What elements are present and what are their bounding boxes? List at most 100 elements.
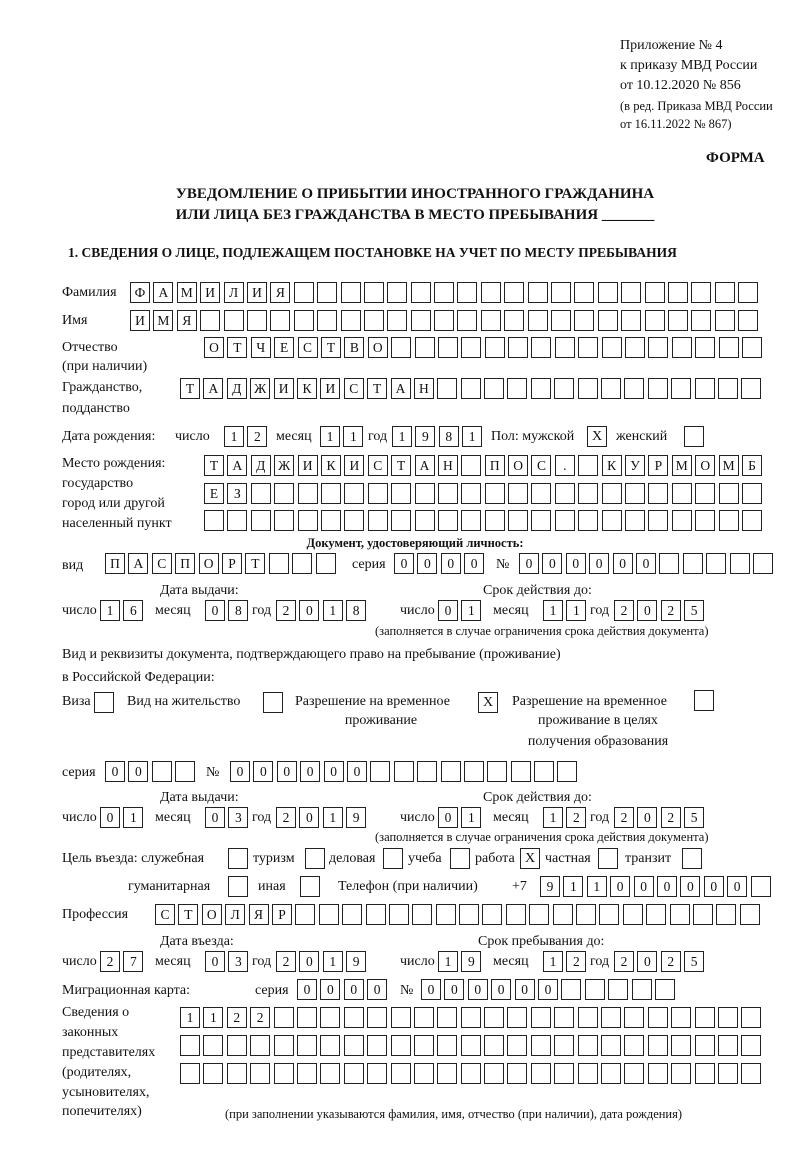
char-cell[interactable] [413,1035,434,1056]
char-cell[interactable]: 0 [346,761,367,782]
char-cell[interactable] [718,483,739,504]
purpose-study-checkbox[interactable] [450,848,470,869]
char-cell[interactable] [484,337,505,358]
char-cell[interactable] [367,1063,388,1084]
char-cell[interactable] [246,310,267,331]
char-cell[interactable] [340,310,361,331]
char-cell[interactable] [226,1035,247,1056]
char-cell[interactable]: 0 [128,761,149,782]
char-cell[interactable] [390,1063,411,1084]
char-cell[interactable]: Ж [274,455,295,476]
char-cell[interactable]: 0 [205,951,225,972]
char-cell[interactable]: 0 [703,876,724,897]
char-cell[interactable] [460,1063,481,1084]
char-cell[interactable] [250,510,271,531]
char-cell[interactable]: Я [270,282,291,303]
char-cell[interactable]: 2 [250,1007,271,1028]
char-cell[interactable]: 2 [276,951,296,972]
char-cell[interactable]: 0 [299,951,320,972]
char-cell[interactable] [367,1035,388,1056]
char-cell[interactable] [741,510,762,531]
char-cell[interactable] [554,378,575,399]
char-cell[interactable]: А [128,553,149,574]
char-cell[interactable] [621,310,642,331]
char-cell[interactable] [484,483,505,504]
char-cell[interactable] [367,1007,388,1028]
char-cell[interactable] [317,282,338,303]
char-cell[interactable] [716,904,737,925]
char-cell[interactable]: 9 [346,951,367,972]
char-cell[interactable] [714,310,735,331]
char-cell[interactable]: . [554,455,575,476]
char-cell[interactable] [554,1035,575,1056]
char-cell[interactable]: 0 [637,951,658,972]
char-cell[interactable] [437,1063,458,1084]
char-cell[interactable] [414,483,435,504]
char-cell[interactable] [223,310,244,331]
char-cell[interactable] [752,553,773,574]
char-cell[interactable]: 0 [230,761,250,782]
char-cell[interactable] [484,510,505,531]
char-cell[interactable] [531,337,552,358]
char-cell[interactable]: Т [391,455,412,476]
char-cell[interactable] [296,1035,317,1056]
char-cell[interactable] [480,282,501,303]
char-cell[interactable] [706,553,727,574]
purpose-tourism-checkbox[interactable] [305,848,325,869]
char-cell[interactable]: 0 [421,979,441,1000]
char-cell[interactable] [647,1063,668,1084]
char-cell[interactable] [717,378,738,399]
char-cell[interactable] [692,904,713,925]
char-cell[interactable]: 8 [438,426,459,447]
purpose-transit-checkbox[interactable] [682,848,702,869]
char-cell[interactable] [484,1063,505,1084]
char-cell[interactable] [694,1007,715,1028]
char-cell[interactable] [601,483,622,504]
char-cell[interactable] [457,282,478,303]
char-cell[interactable] [390,1035,411,1056]
char-cell[interactable] [437,337,458,358]
char-cell[interactable]: 5 [684,951,705,972]
char-cell[interactable] [694,378,715,399]
char-cell[interactable] [597,310,618,331]
purpose-work-checkbox[interactable]: X [520,848,540,869]
char-cell[interactable]: С [151,553,172,574]
char-cell[interactable] [601,1063,622,1084]
char-cell[interactable] [578,510,599,531]
char-cell[interactable] [534,761,555,782]
char-cell[interactable]: 2 [566,807,587,828]
char-cell[interactable] [250,1063,271,1084]
char-cell[interactable]: С [155,904,175,925]
char-cell[interactable] [204,510,224,531]
char-cell[interactable]: 0 [612,553,633,574]
char-cell[interactable]: П [105,553,125,574]
char-cell[interactable] [365,904,386,925]
char-cell[interactable] [578,455,599,476]
char-cell[interactable] [717,1035,738,1056]
char-cell[interactable] [437,510,458,531]
char-cell[interactable]: 0 [637,600,658,621]
char-cell[interactable] [460,1035,481,1056]
char-cell[interactable]: 0 [276,761,297,782]
char-cell[interactable]: 0 [438,807,458,828]
char-cell[interactable]: 0 [299,807,320,828]
char-cell[interactable] [343,1063,364,1084]
char-cell[interactable] [391,337,412,358]
char-cell[interactable] [574,310,595,331]
char-cell[interactable]: 0 [105,761,125,782]
char-cell[interactable] [718,337,739,358]
char-cell[interactable]: О [198,553,219,574]
trp-checkbox[interactable]: X [478,692,498,713]
char-cell[interactable] [461,455,482,476]
char-cell[interactable] [527,310,548,331]
